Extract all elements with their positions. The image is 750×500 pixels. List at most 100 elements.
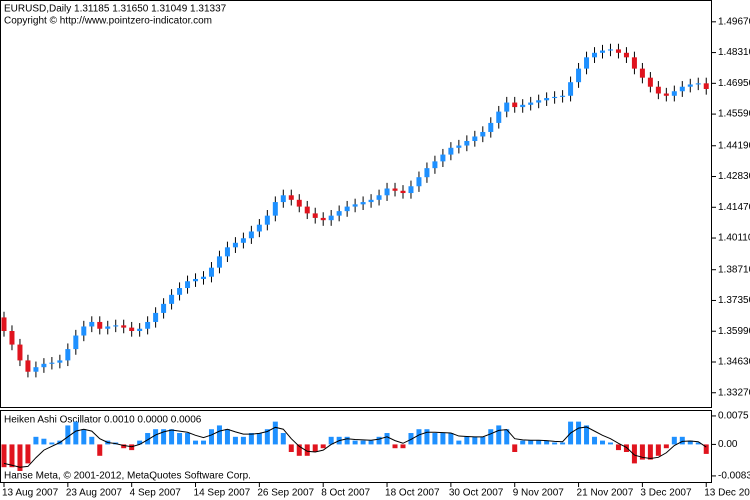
candle-body bbox=[288, 195, 294, 200]
candle-body bbox=[161, 303, 167, 313]
histogram-bar bbox=[216, 425, 222, 445]
candle-body bbox=[615, 49, 621, 53]
candle-body bbox=[208, 267, 214, 277]
candle-body bbox=[376, 195, 382, 200]
histogram-bar bbox=[240, 436, 246, 445]
histogram-bar bbox=[9, 444, 15, 468]
histogram-bar bbox=[504, 429, 510, 445]
histogram-bar bbox=[264, 429, 270, 445]
candle-body bbox=[201, 276, 206, 279]
candle-body bbox=[33, 367, 39, 372]
x-tick-label: 21 Nov 2007 bbox=[577, 488, 634, 499]
histogram-bar bbox=[81, 429, 87, 445]
histogram-bar bbox=[33, 436, 39, 445]
histogram-bar bbox=[368, 440, 374, 445]
candle-body bbox=[408, 186, 414, 194]
candle-body bbox=[472, 136, 478, 142]
candle-body bbox=[185, 281, 191, 289]
histogram-bar bbox=[607, 442, 613, 445]
histogram-bar bbox=[496, 425, 502, 445]
histogram-bar bbox=[320, 444, 326, 449]
chart-subtitle: Copyright © http://www.pointzero-indicat… bbox=[4, 16, 212, 27]
histogram-bar bbox=[129, 444, 135, 451]
candle-body bbox=[655, 86, 661, 94]
candle-body bbox=[576, 68, 582, 83]
y-tick-label: 1.33270 bbox=[718, 387, 750, 398]
candle-body bbox=[687, 84, 693, 87]
histogram-bar bbox=[1, 444, 7, 468]
histogram-bar bbox=[185, 433, 191, 445]
candle-body bbox=[647, 77, 653, 87]
candle-body bbox=[488, 122, 494, 132]
candle-body bbox=[9, 331, 15, 345]
histogram-bar bbox=[671, 436, 677, 445]
candle-body bbox=[344, 206, 350, 212]
x-tick-label: 23 Aug 2007 bbox=[66, 488, 123, 499]
histogram-bar bbox=[73, 421, 79, 445]
y-tick-label: 0.0075 bbox=[718, 411, 749, 422]
histogram-bar bbox=[201, 440, 206, 445]
y-tick-label: 0.00 bbox=[718, 439, 738, 450]
histogram-bar bbox=[296, 444, 302, 456]
candle-body bbox=[57, 360, 63, 363]
histogram-bar bbox=[400, 444, 406, 449]
candle-body bbox=[248, 231, 254, 239]
histogram-bar bbox=[600, 440, 605, 445]
candle-body bbox=[49, 362, 55, 364]
candle-body bbox=[272, 202, 278, 216]
histogram-bar bbox=[448, 433, 454, 445]
histogram-bar bbox=[384, 433, 390, 445]
histogram-bar bbox=[432, 433, 438, 445]
candle-body bbox=[480, 131, 486, 137]
y-tick-label: 1.48310 bbox=[718, 47, 750, 58]
candle-body bbox=[169, 294, 175, 304]
candle-body bbox=[320, 217, 326, 221]
y-tick-label: 1.41470 bbox=[718, 202, 750, 213]
histogram-bar bbox=[344, 436, 350, 445]
candle-body bbox=[520, 104, 526, 108]
histogram-bar bbox=[631, 444, 637, 464]
histogram-bar bbox=[416, 429, 422, 445]
histogram-bar bbox=[655, 444, 661, 456]
histogram-bar bbox=[528, 440, 534, 445]
histogram-bar bbox=[679, 436, 685, 445]
candle-body bbox=[41, 363, 47, 368]
oscillator-title: Heiken Ashi Oscillator 0.0010 0.0000 0.0… bbox=[4, 415, 202, 426]
histogram-bar bbox=[536, 440, 542, 445]
candle-body bbox=[695, 83, 701, 85]
candle-body bbox=[464, 141, 470, 146]
candle-body bbox=[177, 288, 183, 295]
candle-body bbox=[440, 154, 446, 162]
histogram-bar bbox=[328, 436, 334, 445]
candle-body bbox=[264, 215, 270, 225]
histogram-bar bbox=[137, 440, 143, 445]
histogram-bar bbox=[312, 444, 318, 453]
histogram-bar bbox=[153, 429, 159, 445]
histogram-bar bbox=[584, 425, 590, 445]
histogram-bar bbox=[248, 433, 254, 445]
histogram-bar bbox=[615, 444, 621, 451]
histogram-bar bbox=[456, 440, 462, 445]
candle-body bbox=[639, 68, 645, 78]
x-tick-label: 8 Oct 2007 bbox=[321, 488, 370, 499]
candle-body bbox=[631, 57, 637, 69]
candle-body bbox=[679, 86, 685, 92]
histogram-bar bbox=[17, 444, 23, 471]
histogram-bar bbox=[647, 444, 653, 460]
histogram-bar bbox=[169, 429, 175, 445]
x-tick-label: 13 Aug 2007 bbox=[2, 488, 59, 499]
y-tick-label: 1.45590 bbox=[718, 109, 750, 120]
x-tick-label: 13 Dec 2007 bbox=[704, 488, 750, 499]
candle-body bbox=[97, 321, 103, 329]
footer: Hanse Meta, © 2001-2012, MetaQuotes Soft… bbox=[4, 471, 251, 482]
histogram-bar bbox=[472, 436, 478, 445]
histogram-bar bbox=[703, 444, 709, 454]
candle-body bbox=[584, 57, 590, 69]
histogram-bar bbox=[49, 442, 55, 445]
candle-body bbox=[137, 328, 143, 332]
histogram-bar bbox=[193, 440, 199, 445]
histogram-bar bbox=[145, 433, 151, 445]
histogram-bar bbox=[663, 444, 669, 449]
candle-body bbox=[216, 256, 222, 268]
candle-body bbox=[400, 190, 406, 194]
